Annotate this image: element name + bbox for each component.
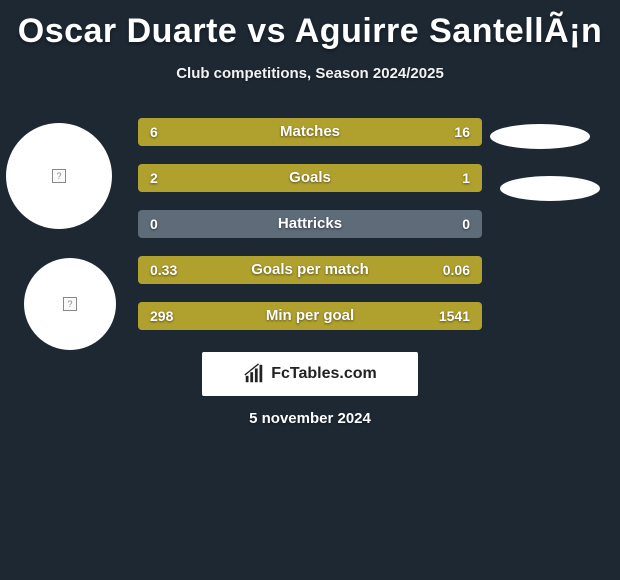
stat-label: Min per goal	[138, 302, 482, 330]
stat-label: Matches	[138, 118, 482, 146]
page-title: Oscar Duarte vs Aguirre SantellÃ¡n	[0, 0, 620, 51]
stat-right-value: 0	[462, 210, 470, 238]
stat-row-goals-per-match: 0.33 Goals per match 0.06	[138, 256, 482, 284]
chart-icon	[243, 363, 265, 385]
stat-right-value: 0.06	[443, 256, 470, 284]
badge-oval-2	[500, 176, 600, 201]
stat-row-min-per-goal: 298 Min per goal 1541	[138, 302, 482, 330]
date-text: 5 november 2024	[0, 410, 620, 427]
placeholder-icon: ?	[52, 169, 66, 183]
brand-watermark: FcTables.com	[202, 352, 418, 396]
stat-row-matches: 6 Matches 16	[138, 118, 482, 146]
player-1-avatar: ?	[6, 123, 112, 229]
placeholder-icon: ?	[63, 297, 77, 311]
stat-right-value: 16	[454, 118, 470, 146]
stat-right-value: 1541	[439, 302, 470, 330]
stat-right-value: 1	[462, 164, 470, 192]
badge-oval-1	[490, 124, 590, 149]
stat-label: Goals	[138, 164, 482, 192]
stat-row-goals: 2 Goals 1	[138, 164, 482, 192]
brand-text: FcTables.com	[271, 365, 377, 383]
stat-bars: 6 Matches 16 2 Goals 1 0 Hattricks 0 0.3…	[138, 118, 482, 348]
stat-label: Hattricks	[138, 210, 482, 238]
stat-row-hattricks: 0 Hattricks 0	[138, 210, 482, 238]
stat-label: Goals per match	[138, 256, 482, 284]
player-2-avatar: ?	[24, 258, 116, 350]
subtitle: Club competitions, Season 2024/2025	[0, 65, 620, 82]
